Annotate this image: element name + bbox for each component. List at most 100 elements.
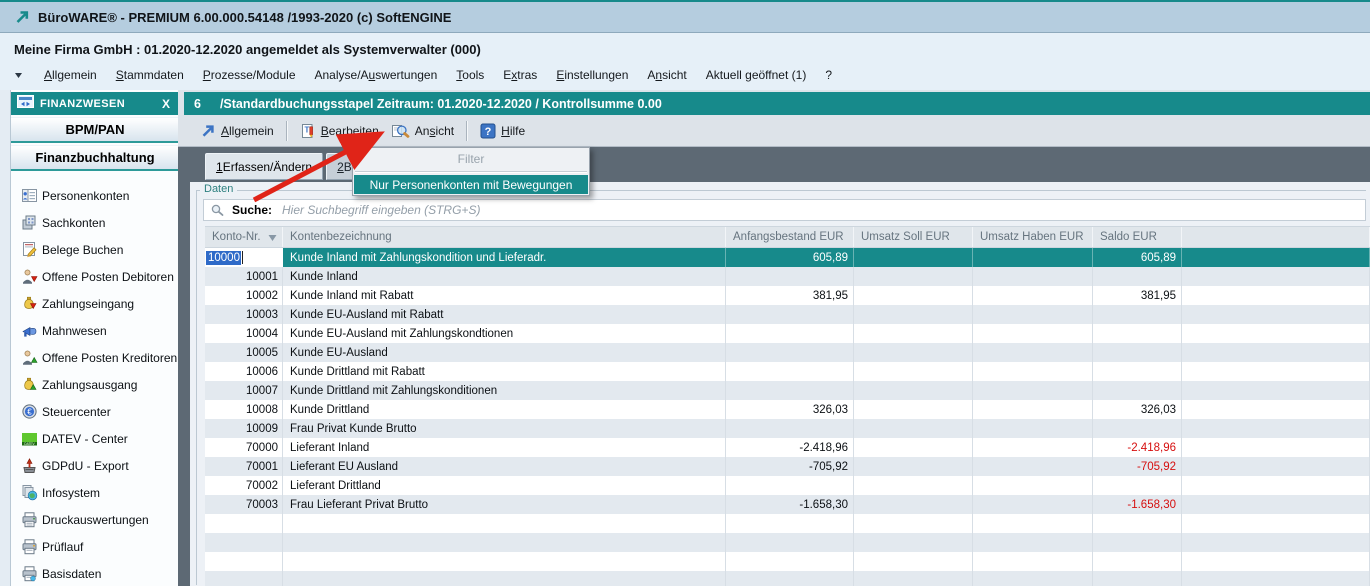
sidebar-close-icon[interactable]: X: [161, 96, 170, 111]
search-label: Suche:: [232, 203, 273, 217]
sidebar-item-sachkonten[interactable]: Sachkonten: [11, 209, 179, 236]
table-row[interactable]: 10001 Kunde Inland: [205, 267, 1370, 286]
table-row[interactable]: [205, 552, 1370, 571]
menu-item-tools[interactable]: Tools: [456, 68, 485, 82]
window-title: BüroWARE® - PREMIUM 6.00.000.54148 /1993…: [38, 9, 452, 25]
menu-item-ansicht[interactable]: Ansicht: [647, 68, 687, 82]
ledger-accounts-icon: [20, 214, 39, 231]
column-header-label: Anfangsbestand EUR: [733, 231, 844, 243]
cell-anfang: [726, 343, 854, 362]
table-row[interactable]: 10000 Kunde Inland mit Zahlungskondition …: [205, 248, 1370, 267]
magnifier-document-icon: [391, 123, 410, 139]
info-system-icon: [20, 484, 39, 501]
menu-option-nur-personenkonten-mit-bewegungen[interactable]: Nur Personenkonten mit Bewegungen: [354, 175, 588, 194]
command-bar-number: 6: [194, 96, 201, 111]
table-row[interactable]: 10005 Kunde EU-Ausland: [205, 343, 1370, 362]
cell-anfang: [726, 476, 854, 495]
search-bar[interactable]: Suche: Hier Suchbegriff eingeben (STRG+S…: [203, 199, 1366, 221]
sidebar-section-bpm-pan[interactable]: BPM/PAN: [11, 117, 179, 143]
menu-item-stammdaten[interactable]: Stammdaten: [115, 68, 184, 82]
sidebar-item-mahnwesen[interactable]: Mahnwesen: [11, 317, 179, 344]
cell-haben: [973, 362, 1093, 381]
cell-konto: [205, 514, 283, 533]
sidebar-item-prüflauf[interactable]: Prüflauf: [11, 533, 179, 560]
table-row[interactable]: 10007 Kunde Drittland mit Zahlungskonditi…: [205, 381, 1370, 400]
menu-item-allgemein[interactable]: Allgemein: [44, 68, 97, 82]
column-header-anfang[interactable]: Anfangsbestand EUR: [726, 227, 854, 247]
sidebar-item-belege-buchen[interactable]: Belege Buchen: [11, 236, 179, 263]
sidebar-item-basisdaten[interactable]: Basisdaten: [11, 560, 179, 586]
daten-groupbox-border: [196, 190, 1366, 585]
sidebar-section-finanzbuchhaltung[interactable]: Finanzbuchhaltung: [11, 145, 179, 171]
sidebar-item-personenkonten[interactable]: Personenkonten: [11, 182, 179, 209]
menu-item-extras[interactable]: Extras: [503, 68, 538, 82]
table-row[interactable]: 10002 Kunde Inland mit Rabatt 381,95 381,95: [205, 286, 1370, 305]
cell-soll: [854, 305, 973, 324]
person-account-icon: [20, 187, 39, 204]
cell-filler: [1182, 514, 1370, 533]
table-row[interactable]: [205, 514, 1370, 533]
sidebar-item-label: Zahlungseingang: [42, 296, 135, 311]
sidebar-item-steuercenter[interactable]: € Steuercenter: [11, 398, 179, 425]
column-header-soll[interactable]: Umsatz Soll EUR: [854, 227, 973, 247]
sidebar-item-infosystem[interactable]: Infosystem: [11, 479, 179, 506]
table-row[interactable]: [205, 571, 1370, 586]
cell-name: [283, 514, 726, 533]
base-data-icon: [20, 565, 39, 582]
column-header-haben[interactable]: Umsatz Haben EUR: [973, 227, 1093, 247]
menubar-dropdown-arrow-icon[interactable]: [14, 71, 23, 79]
sidebar-item-zahlungseingang[interactable]: Zahlungseingang: [11, 290, 179, 317]
ansicht-toolbar-button[interactable]: Ansicht: [385, 120, 460, 142]
sidebar-item-label: Steuercenter: [42, 404, 111, 419]
column-header-konto[interactable]: Konto-Nr.: [205, 227, 283, 247]
allgemein-toolbar-button[interactable]: Allgemein: [194, 120, 280, 142]
cell-anfang: [726, 571, 854, 586]
table-row[interactable]: 10009 Frau Privat Kunde Brutto: [205, 419, 1370, 438]
menu-bar: Allgemein Stammdaten Prozesse/Module Analys…: [14, 67, 834, 83]
table-row[interactable]: 70003 Frau Lieferant Privat Brutto -1.658,…: [205, 495, 1370, 514]
table-row[interactable]: 10006 Kunde Drittland mit Rabatt: [205, 362, 1370, 381]
cell-name: Kunde Drittland: [283, 400, 726, 419]
bearbeiten-toolbar-button[interactable]: T Bearbeiten: [294, 120, 385, 142]
menu-item-[interactable]: ?: [825, 68, 832, 82]
konto-nr-edit-field[interactable]: 10000: [206, 250, 241, 265]
table-row[interactable]: 10004 Kunde EU-Ausland mit Zahlungskondti…: [205, 324, 1370, 343]
table-row[interactable]: 70000 Lieferant Inland -2.418,96 -2.418,96: [205, 438, 1370, 457]
table-row[interactable]: 10008 Kunde Drittland 326,03 326,03: [205, 400, 1370, 419]
accounts-table: Konto-Nr. Kontenbezeichnung Anfangsbestand…: [205, 226, 1370, 586]
cell-saldo: [1093, 381, 1182, 400]
menu-item-aktuell-geöffnet-1[interactable]: Aktuell geöffnet (1): [705, 68, 807, 82]
cell-name: Kunde Inland mit Rabatt: [283, 286, 726, 305]
menu-item-analyse-auswertungen[interactable]: Analyse/Auswertungen: [314, 68, 438, 82]
svg-text:€: €: [27, 407, 32, 416]
column-header-filler[interactable]: [1182, 227, 1370, 247]
search-input[interactable]: Hier Suchbegriff eingeben (STRG+S): [282, 203, 481, 217]
cell-filler: [1182, 248, 1370, 267]
arrow-northeast-icon: [200, 123, 216, 139]
sidebar-item-offene-posten-kreditoren[interactable]: Offene Posten Kreditoren: [11, 344, 179, 371]
menu-item-einstellungen[interactable]: Einstellungen: [556, 68, 629, 82]
cell-anfang: [726, 362, 854, 381]
svg-text:T: T: [304, 125, 309, 134]
sidebar-item-label: Infosystem: [42, 485, 101, 500]
hilfe-toolbar-button[interactable]: ? Hilfe: [474, 120, 531, 142]
sidebar-item-druckauswertungen[interactable]: Druckauswertungen: [11, 506, 179, 533]
table-row[interactable]: [205, 533, 1370, 552]
cell-anfang: [726, 419, 854, 438]
menu-item-prozesse-module[interactable]: Prozesse/Module: [202, 68, 296, 82]
column-header-saldo[interactable]: Saldo EUR: [1093, 227, 1182, 247]
column-header-name[interactable]: Kontenbezeichnung: [283, 227, 726, 247]
table-row[interactable]: 70002 Lieferant Drittland: [205, 476, 1370, 495]
cell-filler: [1182, 267, 1370, 286]
cell-konto: 70002: [205, 476, 283, 495]
sidebar-item-offene-posten-debitoren[interactable]: Offene Posten Debitoren: [11, 263, 179, 290]
sidebar-item-gdpdu-export[interactable]: GDPdU - Export: [11, 452, 179, 479]
sidebar-item-datev-center[interactable]: DATEV DATEV - Center: [11, 425, 179, 452]
tab-1-erfassen-ändern[interactable]: 1 Erfassen/Ändern: [205, 153, 324, 180]
sidebar-item-zahlungsausgang[interactable]: Zahlungsausgang: [11, 371, 179, 398]
cell-soll: [854, 324, 973, 343]
table-row[interactable]: 10003 Kunde EU-Ausland mit Rabatt: [205, 305, 1370, 324]
table-row[interactable]: 70001 Lieferant EU Ausland -705,92 -705,92: [205, 457, 1370, 476]
tax-center-icon: €: [20, 403, 39, 420]
